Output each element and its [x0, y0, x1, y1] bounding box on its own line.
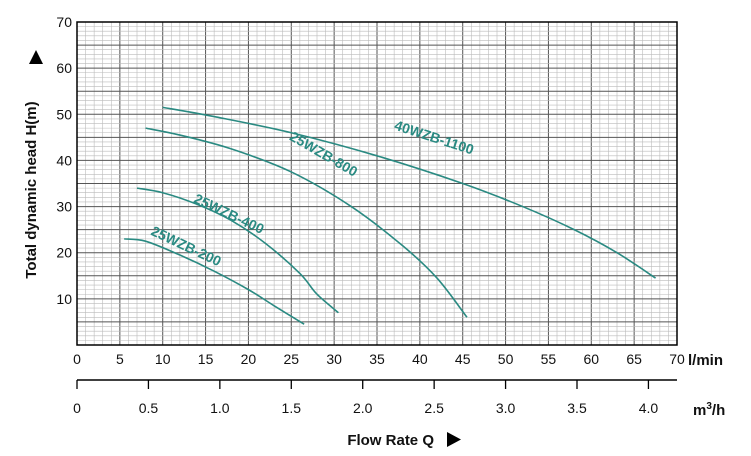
secondary-tick-label: 0.5: [139, 400, 159, 416]
grid: [76, 21, 678, 346]
x-axis-title: Flow Rate Q: [347, 432, 434, 449]
x-axis-arrow-icon: [447, 432, 461, 447]
secondary-tick-label: 3.5: [567, 400, 587, 416]
y-tick-label: 60: [56, 60, 72, 76]
y-axis-title: Total dynamic head H(m): [23, 101, 40, 278]
x-tick-label: 25: [283, 351, 299, 367]
curves: [124, 106, 657, 325]
x-tick-labels: 0 5 10 15 20 25 30 35 40 45 50 55 60 65 70: [73, 351, 685, 367]
secondary-tick-label: 4.0: [639, 400, 659, 416]
secondary-tick-label: 3.0: [496, 400, 516, 416]
secondary-tick-label: 1.0: [210, 400, 230, 416]
plot-frame: [76, 21, 678, 346]
y-axis-arrow-icon: [29, 50, 43, 64]
x-unit-primary: l/min: [688, 352, 723, 369]
x-tick-label: 40: [412, 351, 428, 367]
y-tick-label: 10: [56, 291, 72, 307]
curve-25wzb-400: [136, 187, 339, 314]
secondary-tick-label: 0: [73, 400, 81, 416]
x-tick-label: 70: [669, 351, 685, 367]
x-tick-label: 45: [455, 351, 471, 367]
x-tick-label: 5: [116, 351, 124, 367]
curve-25wzb-200: [124, 238, 305, 325]
y-tick-label: 30: [56, 199, 72, 215]
x-tick-label: 60: [583, 351, 599, 367]
secondary-tick-label: 1.5: [282, 400, 302, 416]
curve-40wzb-1100: [162, 106, 657, 279]
y-tick-label: 40: [56, 152, 72, 168]
x-tick-label: 15: [198, 351, 214, 367]
secondary-tick-label: 2.5: [424, 400, 444, 416]
x-tick-label: 50: [498, 351, 514, 367]
secondary-axis: 0 0.5 1.0 1.5 2.0 2.5 3.0 3.5 4.0: [73, 379, 677, 416]
x-tick-label: 65: [626, 351, 642, 367]
x-tick-label: 10: [155, 351, 171, 367]
x-unit-secondary: m3/h: [693, 401, 725, 419]
x-tick-label: 55: [541, 351, 557, 367]
secondary-tick-label: 2.0: [353, 400, 373, 416]
x-tick-label: 0: [73, 351, 81, 367]
x-tick-label: 30: [326, 351, 342, 367]
y-tick-label: 50: [56, 106, 72, 122]
curve-label-25wzb-800: 25WZB-800: [287, 128, 361, 180]
y-tick-label: 70: [56, 14, 72, 30]
x-tick-label: 35: [369, 351, 385, 367]
x-tick-label: 20: [241, 351, 257, 367]
curve-25wzb-800: [145, 127, 468, 318]
y-tick-label: 20: [56, 245, 72, 261]
y-tick-labels: 10 20 30 40 50 60 70: [56, 14, 72, 307]
